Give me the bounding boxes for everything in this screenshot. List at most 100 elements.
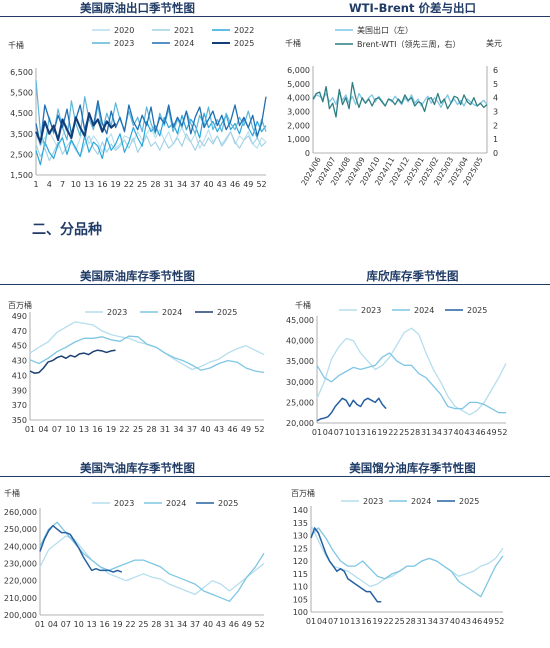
- series-line: [39, 521, 265, 602]
- x-tick-label: 40: [200, 425, 210, 434]
- x-tick-label: 31: [417, 617, 427, 626]
- x-tick-label: 10: [74, 620, 84, 629]
- x-tick-label: 16: [366, 428, 376, 437]
- x-tick-label: 22: [388, 428, 398, 437]
- legend-label: 美国出口（左）: [357, 25, 413, 35]
- y-tick-label: 115: [293, 570, 308, 579]
- x-tick-label: 19: [111, 180, 121, 189]
- x-tick-label: 07: [61, 620, 71, 629]
- legend-label: 2022: [234, 26, 254, 35]
- legend-label: Brent-WTI（领先三周，右）: [357, 39, 460, 49]
- x-tick-label: 25: [133, 425, 143, 434]
- x-tick-label: 43: [465, 428, 475, 437]
- x-tick-label: 04: [38, 425, 48, 434]
- x-tick-label: 46: [472, 617, 482, 626]
- y-tick-label-right: 2: [493, 121, 498, 130]
- x-tick-label: 19: [112, 620, 122, 629]
- y-axis-unit-label: 千桶: [285, 38, 301, 48]
- chart-title: 美国原油出口季节性图: [80, 1, 195, 15]
- x-tick-label: 31: [164, 620, 174, 629]
- x-tick-label: 19: [372, 617, 382, 626]
- x-tick-label: 1: [33, 180, 38, 189]
- y-tick-label: 210,000: [4, 594, 37, 603]
- chart-title: 库欣库存季节性图: [366, 269, 459, 283]
- chart-cushing-inventory: 20,000 25,000 30,000 35,000 40,000 45,000 千桶 01…: [286, 300, 507, 437]
- x-tick-label: 01: [312, 428, 322, 437]
- x-tick-label: 07: [52, 425, 62, 434]
- y-tick-label: 390: [12, 386, 27, 395]
- title-rule: [275, 284, 550, 285]
- series-line: [35, 80, 267, 147]
- x-tick-label: 25: [137, 180, 147, 189]
- y-tick-label: 5,500: [10, 89, 33, 98]
- y-tick-label: 1,000: [287, 135, 310, 144]
- x-tick-label: 43: [461, 617, 471, 626]
- legend-label: 2025: [217, 308, 237, 317]
- x-tick-label: 37: [443, 428, 453, 437]
- chart-wti-brent-export: 0 1,000 2,000 3,000 4,000 5,000 6,000 0 1 2 3 4 5 6 千桶…: [285, 25, 502, 187]
- x-tick-label: 28: [410, 428, 420, 437]
- series-line: [316, 397, 387, 422]
- chart-panel-crude-export: 美国原油出口季节性图 1,500 2,500 3,500 4,500 5,500 6,50…: [0, 0, 275, 205]
- title-rule: [0, 284, 275, 285]
- y-tick-label: 410: [12, 371, 27, 380]
- x-tick-label: 46: [229, 620, 239, 629]
- legend-label: 2020: [114, 26, 134, 35]
- y-axis-unit-label: 千桶: [8, 40, 24, 50]
- y-axis-unit-label: 百万桶: [8, 300, 32, 310]
- x-tick-label: 07: [334, 428, 344, 437]
- legend-label: 2023: [361, 306, 381, 315]
- x-tick-label: 25: [138, 620, 148, 629]
- x-tick-label: 07: [328, 617, 338, 626]
- title-rule: [275, 16, 550, 17]
- y-tick-label: 1,500: [10, 171, 33, 180]
- x-tick-label: 01: [306, 617, 316, 626]
- x-tick-label: 52: [494, 617, 504, 626]
- x-tick-label: 25: [399, 428, 409, 437]
- legend-label: 2023: [114, 499, 134, 508]
- legend-label: 2025: [459, 497, 479, 506]
- y-tick-label-right: 3: [493, 108, 498, 117]
- legend-label: 2024: [162, 308, 182, 317]
- x-tick-label: 40: [450, 617, 460, 626]
- legend-label: 2023: [114, 39, 134, 48]
- x-tick-label: 19: [106, 425, 116, 434]
- x-tick-label: 31: [421, 428, 431, 437]
- x-tick-label: 22: [125, 620, 135, 629]
- chart-title: 美国原油库存季节性图: [80, 269, 195, 283]
- chart-title: 美国汽油库存季节性图: [80, 461, 195, 475]
- x-tick-label: 10: [339, 617, 349, 626]
- x-tick-label: 13: [87, 620, 97, 629]
- legend-label: 2023: [107, 308, 127, 317]
- y-tick-label: 250,000: [4, 525, 37, 534]
- y-tick-label: 6,000: [287, 66, 310, 75]
- y-tick-label: 220,000: [4, 577, 37, 586]
- y-tick-label-right: 6: [493, 66, 498, 75]
- y-tick-label: 135: [293, 519, 308, 528]
- y-tick-label: 370: [12, 401, 27, 410]
- y-axis-right-unit-label: 美元: [486, 38, 502, 48]
- x-tick-label: 46: [230, 180, 240, 189]
- y-tick-label: 240,000: [4, 542, 37, 551]
- x-tick-label: 52: [256, 180, 266, 189]
- series-line: [310, 527, 382, 603]
- x-tick-label: 13: [79, 425, 89, 434]
- chart-title: 美国馏分油库存季节性图: [349, 461, 476, 475]
- y-tick-label: 20,000: [286, 419, 314, 428]
- x-tick-label: 22: [383, 617, 393, 626]
- series-line: [35, 112, 117, 144]
- x-tick-label: 31: [160, 425, 170, 434]
- x-tick-label: 43: [217, 180, 227, 189]
- y-tick-label: 125: [293, 544, 308, 553]
- legend-label: 2024: [414, 306, 434, 315]
- x-tick-label: 25: [395, 617, 405, 626]
- x-tick-label: 43: [216, 620, 226, 629]
- y-axis-unit-label: 千桶: [295, 300, 311, 310]
- y-tick-label: 130: [293, 532, 308, 541]
- series-line: [312, 81, 488, 118]
- y-tick-label: 140: [293, 506, 308, 515]
- y-tick-label: 110: [293, 583, 308, 592]
- x-tick-label: 13: [350, 617, 360, 626]
- legend-label: 2023: [363, 497, 383, 506]
- x-tick-label: 4: [47, 180, 52, 189]
